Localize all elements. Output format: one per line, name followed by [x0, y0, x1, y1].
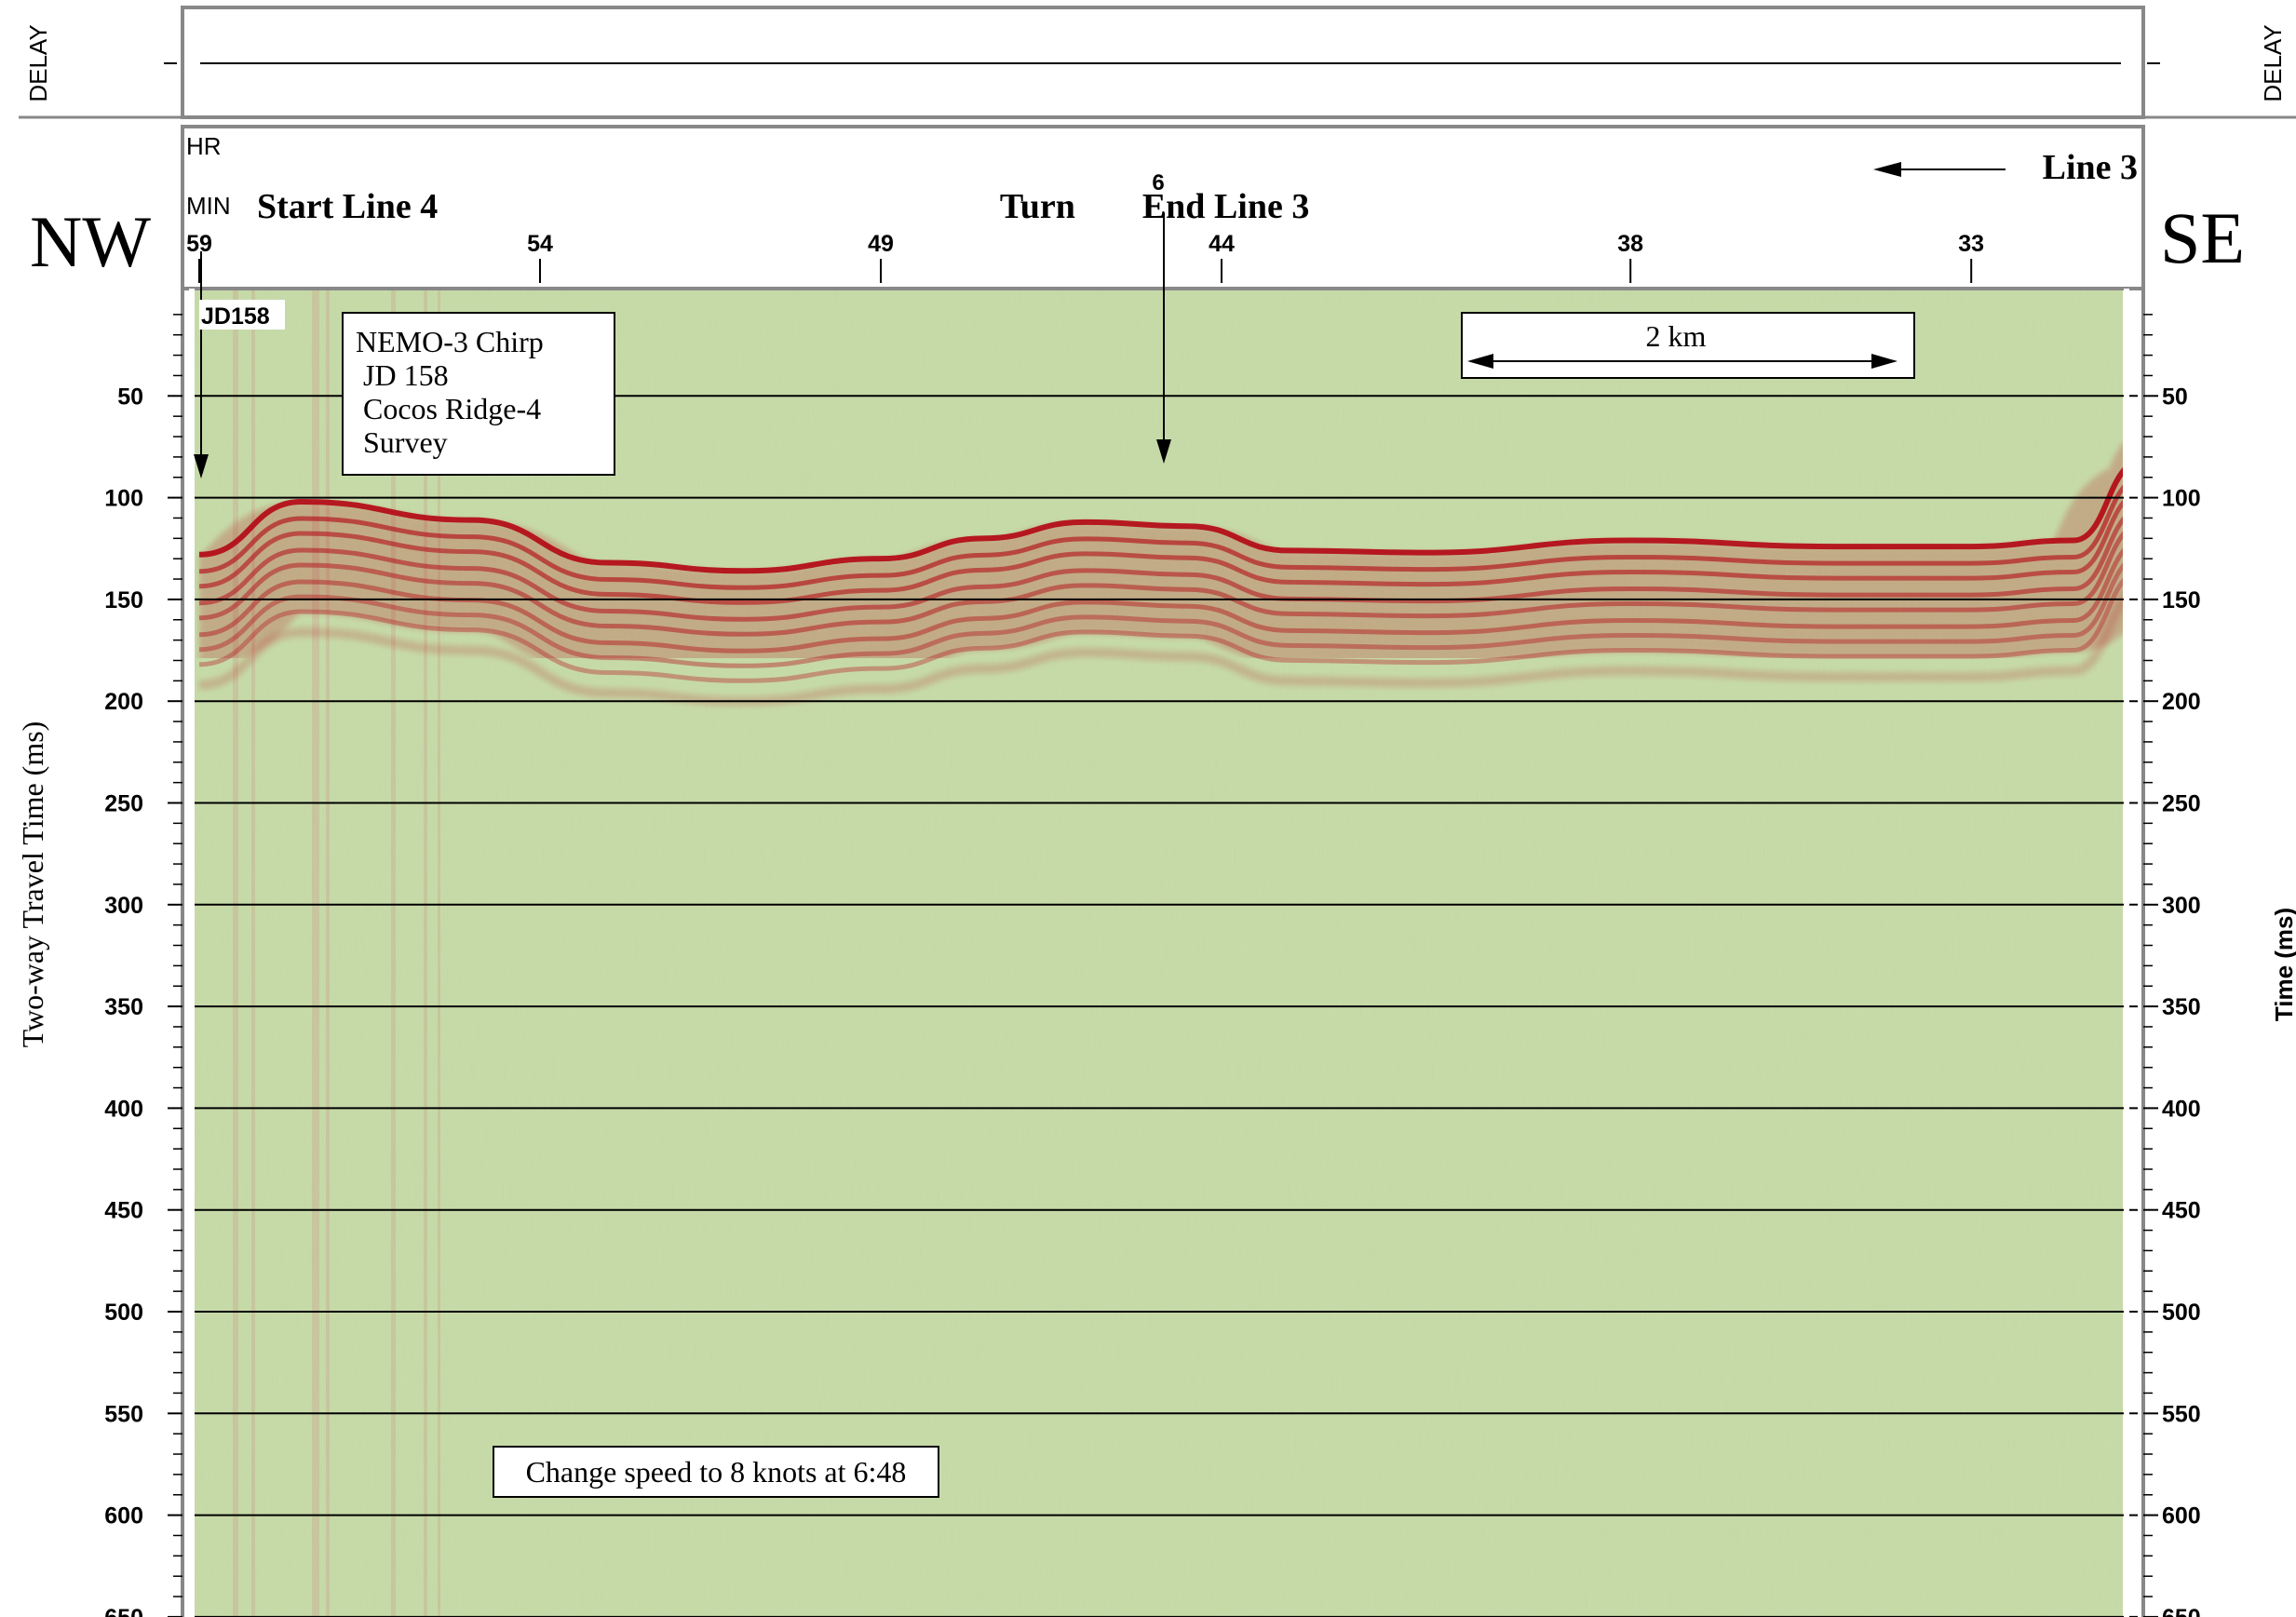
y-tick-label-right-300: 300 [2162, 893, 2201, 919]
grid-layer [192, 395, 2138, 1617]
y-axis-title-right: Time (ms) [2270, 908, 2296, 1021]
y-tick-label-right-50: 50 [2162, 384, 2188, 410]
hr-label: HR [186, 132, 222, 160]
speed-annotation: Change speed to 8 knots at 6:48 [526, 1455, 907, 1489]
y-tick-label-left-350: 350 [104, 994, 143, 1020]
sub-bottom-reflector-3 [198, 516, 2123, 622]
sub-bottom-reflector-5 [198, 547, 2123, 654]
sub-bottom-reflector-7 [198, 577, 2123, 683]
end-line3-arrow-head [1156, 439, 1171, 464]
y-tick-label-right-550: 550 [2162, 1401, 2201, 1427]
scale-bar-left-head [1467, 354, 1493, 369]
time-tick-label-38: 38 [1617, 231, 1643, 257]
jd-label: JD158 [201, 303, 270, 330]
marker-label-layer: Start Line 4 Turn End Line 3 Line 3 [257, 148, 2138, 226]
sub-bottom-reflector-1 [198, 484, 2123, 590]
scale-bar-box [1461, 312, 1915, 379]
info-line-2: JD 158 [363, 358, 449, 392]
y-tick-label-right-100: 100 [2162, 486, 2201, 512]
y-tick-label-left-200: 200 [104, 689, 143, 715]
y-tick-label-left-550: 550 [104, 1401, 143, 1427]
marker-label-turn: Turn [1000, 187, 1075, 226]
y-tick-label-left-300: 300 [104, 893, 143, 919]
noise-stripe [326, 290, 330, 1617]
time-tick-label-54: 54 [527, 231, 553, 257]
min-label: MIN [186, 192, 231, 220]
speed-annotation-box [493, 1446, 939, 1498]
y-tick-layer: 50 50 100 100 150 150 200 200 250 250 300 300 350 350… [104, 314, 2201, 1617]
delay-label-left: DELAY [24, 24, 52, 101]
info-line-4: Survey [363, 425, 448, 459]
y-tick-label-left-250: 250 [104, 791, 143, 817]
y-tick-label-left-450: 450 [104, 1198, 143, 1224]
info-line-1: NEMO-3 Chirp [356, 325, 544, 358]
y-tick-label-left-50: 50 [117, 384, 143, 410]
time-tick-label-44: 44 [1209, 231, 1235, 257]
sub-bottom-reflector-4 [198, 531, 2123, 637]
y-tick-label-right-250: 250 [2162, 791, 2201, 817]
scale-bar-label: 2 km [1646, 319, 1707, 353]
y-tick-label-right-650: 650 [2162, 1605, 2201, 1617]
plot-noise [192, 290, 2123, 1617]
time-tick-layer: 59 54 49 44 38 33 [186, 231, 1984, 283]
se-label: SE [2160, 197, 2245, 278]
sediment-body [195, 446, 2123, 683]
sub-bottom-reflector-6 [198, 562, 2123, 668]
scale-bar-right-head [1871, 354, 1898, 369]
noise-stripe [424, 290, 427, 1617]
y-tick-label-left-600: 600 [104, 1503, 143, 1529]
y-tick-label-left-100: 100 [104, 486, 143, 512]
noise-stripe [391, 290, 396, 1617]
y-tick-label-right-450: 450 [2162, 1198, 2201, 1224]
y-tick-label-right-350: 350 [2162, 994, 2201, 1020]
y-tick-label-right-150: 150 [2162, 587, 2201, 613]
y-tick-label-left-650: 650 [104, 1605, 143, 1617]
sediment-base [198, 595, 2123, 707]
reflector-layer [195, 446, 2123, 707]
hour-label: 6 [1152, 170, 1164, 195]
y-tick-label-left-400: 400 [104, 1096, 143, 1122]
y-tick-label-left-500: 500 [104, 1300, 143, 1326]
noise-stripe [312, 290, 319, 1617]
sub-bottom-reflector-2 [198, 499, 2123, 605]
jd-label-bg [199, 300, 285, 330]
time-tick-label-33: 33 [1958, 231, 1984, 257]
noise-stripe [251, 290, 255, 1617]
time-tick-label-59: 59 [186, 231, 212, 257]
info-box [342, 312, 615, 476]
noise-stripe [438, 290, 440, 1617]
delay-label-right: DELAY [2259, 24, 2287, 101]
marker-label-line-3: Line 3 [2043, 148, 2138, 187]
y-tick-label-right-200: 200 [2162, 689, 2201, 715]
nw-label: NW [30, 201, 151, 282]
y-tick-label-right-600: 600 [2162, 1503, 2201, 1529]
marker-label-start-line-4: Start Line 4 [257, 187, 438, 226]
y-axis-title-left: Two-way Travel Time (ms) [16, 721, 49, 1048]
line3-arrow-head [1873, 162, 1901, 177]
y-tick-label-left-150: 150 [104, 587, 143, 613]
marker-label-end-line-3: End Line 3 [1142, 187, 1310, 226]
seafloor-reflector [198, 467, 2123, 574]
time-tick-label-49: 49 [868, 231, 894, 257]
y-tick-label-right-500: 500 [2162, 1300, 2201, 1326]
start-arrow-head [194, 454, 209, 478]
info-line-3: Cocos Ridge-4 [363, 392, 541, 425]
y-tick-label-right-400: 400 [2162, 1096, 2201, 1122]
noise-stripe-layer [233, 290, 440, 1617]
noise-stripe [233, 290, 238, 1617]
